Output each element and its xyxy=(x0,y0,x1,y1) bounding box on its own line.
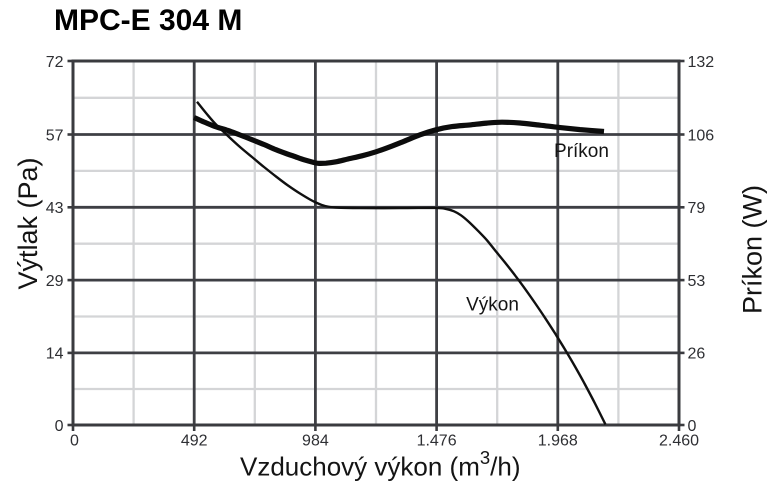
svg-text:0: 0 xyxy=(55,418,64,435)
svg-text:Výkon: Výkon xyxy=(466,295,519,316)
svg-text:57: 57 xyxy=(46,127,64,144)
svg-text:Príkon: Príkon xyxy=(554,141,609,162)
svg-text:29: 29 xyxy=(46,273,64,290)
svg-text:Vzduchový výkon (m3/h): Vzduchový výkon (m3/h) xyxy=(240,447,521,482)
svg-text:26: 26 xyxy=(688,346,706,363)
svg-text:79: 79 xyxy=(688,200,706,217)
svg-text:Príkon (W): Príkon (W) xyxy=(738,185,768,314)
svg-text:1.968: 1.968 xyxy=(538,433,578,450)
svg-text:132: 132 xyxy=(688,54,715,71)
svg-text:72: 72 xyxy=(46,54,64,71)
svg-text:1.476: 1.476 xyxy=(417,433,457,450)
svg-text:492: 492 xyxy=(181,433,208,450)
svg-text:0: 0 xyxy=(688,418,697,435)
svg-text:2.460: 2.460 xyxy=(659,433,699,450)
svg-text:14: 14 xyxy=(46,346,64,363)
svg-text:MPC-E 304 M: MPC-E 304 M xyxy=(54,4,242,37)
svg-text:106: 106 xyxy=(688,127,715,144)
svg-text:984: 984 xyxy=(302,433,329,450)
svg-text:43: 43 xyxy=(46,200,64,217)
svg-text:53: 53 xyxy=(688,273,706,290)
svg-text:0: 0 xyxy=(70,433,79,450)
svg-text:Výtlak (Pa): Výtlak (Pa) xyxy=(13,157,43,289)
